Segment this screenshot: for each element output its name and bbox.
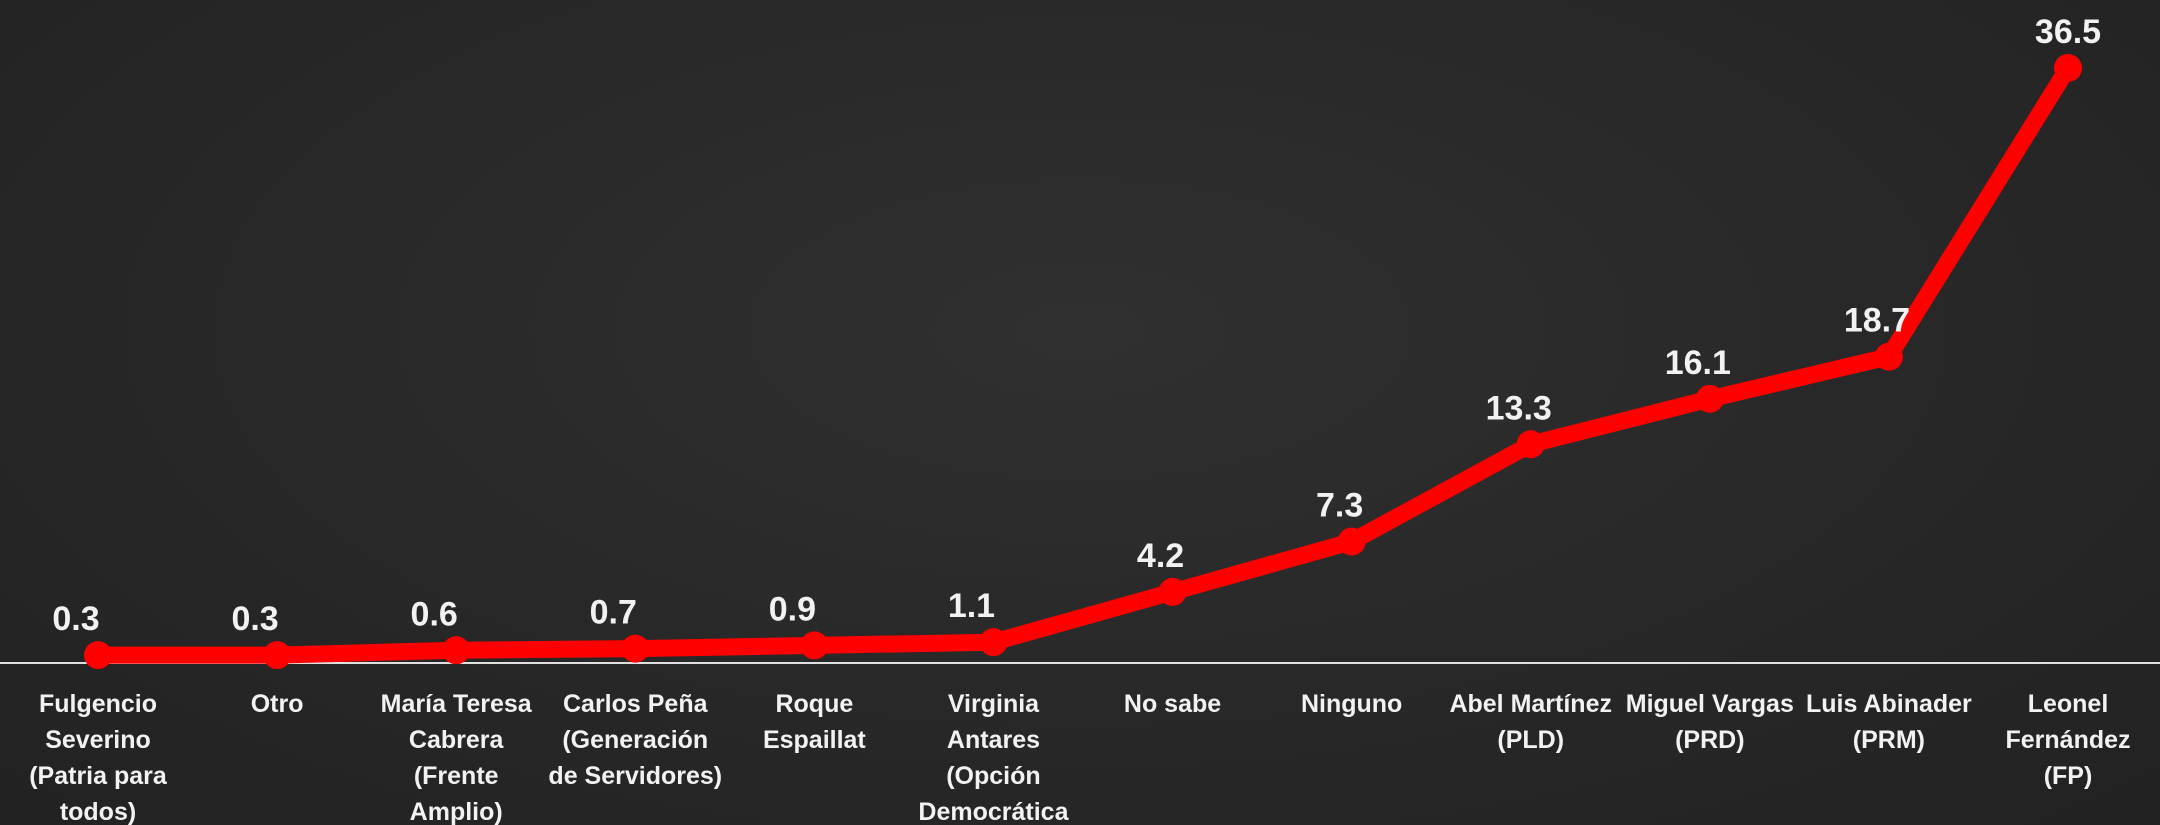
data-point: [1516, 430, 1545, 459]
data-label: 0.6: [411, 595, 458, 633]
data-point: [621, 634, 650, 663]
data-point: [1695, 384, 1724, 413]
category-label: Otro: [251, 690, 304, 718]
data-label: 0.3: [52, 600, 99, 638]
data-labels: 0.3 0.3 0.6 0.7 0.9 1.1 4.2 7.3 13.3 16.1 18.7 36.5: [52, 13, 2101, 638]
data-points: [84, 54, 2082, 670]
data-label: 16.1: [1665, 344, 1731, 382]
category-label: No sabe: [1124, 690, 1221, 718]
data-point: [84, 641, 112, 670]
data-label: 0.9: [769, 590, 816, 628]
data-point: [1874, 342, 1903, 371]
category-label: Ninguno: [1301, 690, 1402, 718]
category-label: Carlos Peña (Generación de Servidores): [548, 690, 722, 790]
series-line: [89, 59, 2077, 664]
data-point: [979, 628, 1008, 657]
data-label: 36.5: [2035, 13, 2101, 51]
data-label: 7.3: [1316, 487, 1363, 525]
data-label: 1.1: [948, 587, 995, 625]
data-point: [442, 636, 471, 665]
category-label: Luis Abinader (PRM): [1806, 690, 1972, 754]
category-label: Miguel Vargas (PRD): [1626, 690, 1794, 754]
data-point: [1158, 577, 1187, 606]
category-label: Virginia Antares (Opción Democrática: [918, 690, 1069, 825]
category-label: María Teresa Cabrera (Frente Amplio): [381, 690, 533, 825]
data-label: 18.7: [1844, 302, 1910, 340]
category-label: Roque Espaillat: [763, 690, 866, 754]
data-label: 13.3: [1486, 389, 1552, 427]
category-label: Leonel Fernández (FP): [2005, 690, 2130, 790]
data-point: [1337, 527, 1366, 556]
data-point: [263, 641, 292, 670]
data-point: [800, 631, 829, 660]
data-label: 0.7: [590, 594, 637, 632]
category-labels: Fulgencio Severino (Patria para todos) Otro M…: [29, 690, 2130, 825]
data-label: 0.3: [231, 600, 278, 638]
category-label: Abel Martínez (PLD): [1449, 690, 1612, 754]
data-label: 4.2: [1137, 537, 1184, 575]
category-label: Fulgencio Severino (Patria para todos): [29, 690, 168, 825]
data-point: [2054, 54, 2082, 82]
